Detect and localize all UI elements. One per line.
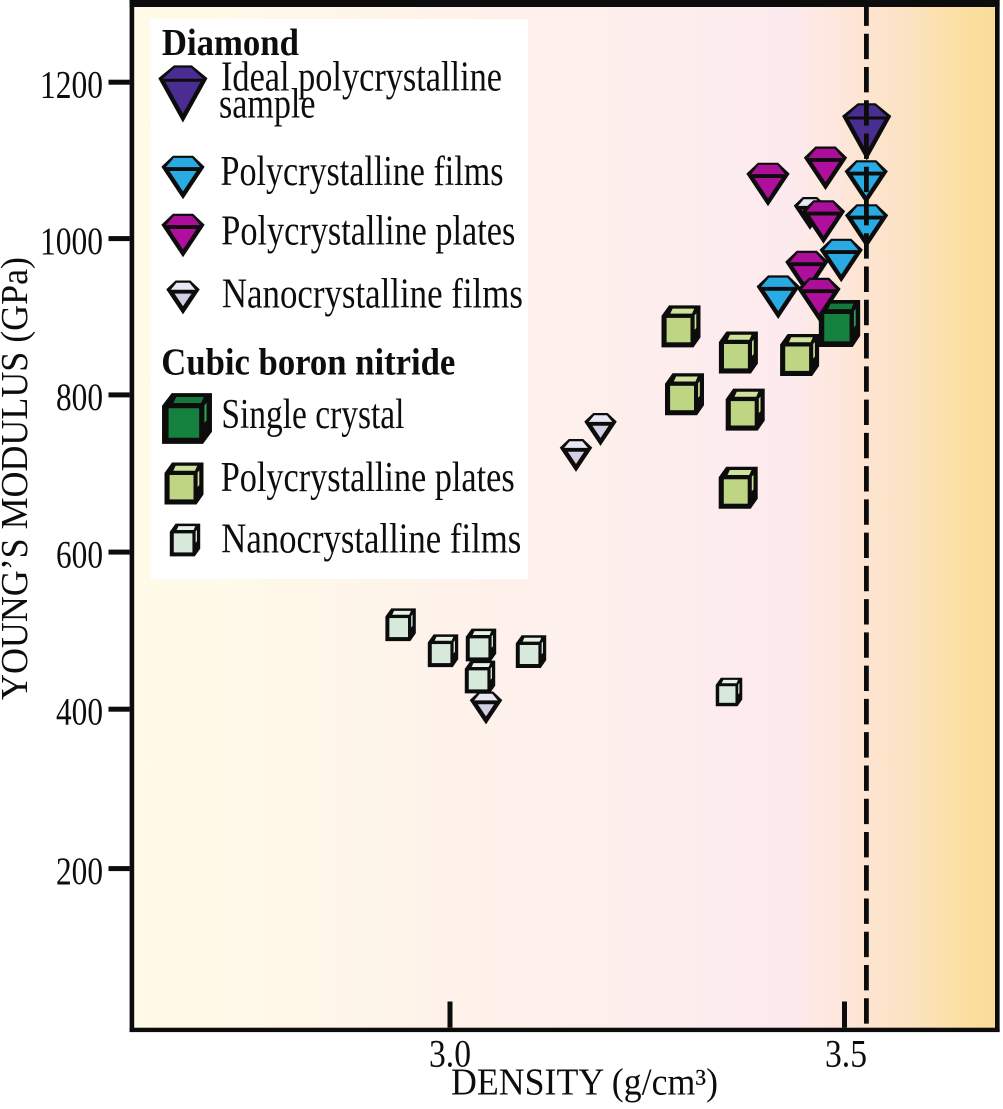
svg-text:Nanocrystalline films: Nanocrystalline films <box>222 271 523 317</box>
svg-text:Polycrystalline plates: Polycrystalline plates <box>221 455 515 501</box>
svg-text:Diamond: Diamond <box>162 22 299 64</box>
svg-text:Polycrystalline plates: Polycrystalline plates <box>221 208 515 254</box>
svg-text:200: 200 <box>56 850 103 893</box>
svg-text:DENSITY (g/cm³): DENSITY (g/cm³) <box>451 1061 718 1103</box>
svg-text:Ideal polycrystalline: Ideal polycrystalline <box>221 55 502 101</box>
svg-text:400: 400 <box>56 691 103 734</box>
svg-text:3.5: 3.5 <box>825 1033 867 1076</box>
svg-text:800: 800 <box>56 376 103 419</box>
svg-text:Polycrystalline films: Polycrystalline films <box>221 149 504 195</box>
svg-text:Nanocrystalline films: Nanocrystalline films <box>221 516 521 562</box>
svg-text:1000: 1000 <box>40 220 103 263</box>
svg-text:3.0: 3.0 <box>429 1033 471 1076</box>
svg-text:Single crystal: Single crystal <box>221 392 404 438</box>
svg-text:YOUNG’S MODULUS (GPa): YOUNG’S MODULUS (GPa) <box>0 257 36 700</box>
svg-text:sample: sample <box>219 82 316 128</box>
svg-text:1200: 1200 <box>40 64 103 107</box>
svg-text:Cubic boron nitride: Cubic boron nitride <box>161 341 455 383</box>
svg-text:600: 600 <box>56 533 103 576</box>
